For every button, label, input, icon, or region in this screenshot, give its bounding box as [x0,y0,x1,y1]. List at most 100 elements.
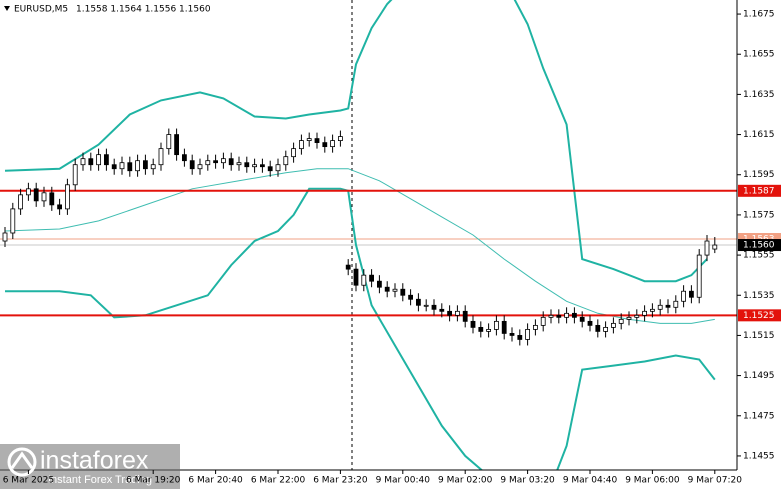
lower-band [5,187,716,470]
logo-ring [7,447,37,477]
candle-body [408,294,414,300]
x-tick-label: 9 Mar 07:20 [688,476,743,486]
plot-area [0,0,737,470]
candle-body [665,304,671,308]
x-tick-label: 9 Mar 00:40 [376,476,431,486]
watermark: instaforex Instant Forex Trading [0,444,180,489]
x-tick-label: 6 Mar 2025 [3,476,54,486]
candle-body [595,324,601,332]
tagline: Instant Forex Trading [48,474,152,486]
candle-body [18,194,24,210]
candle-body [306,138,312,141]
candle-body [174,134,180,156]
chart-title: EURUSD,M5 [14,5,68,15]
candle-body [376,280,382,288]
candle-body [119,162,125,170]
candle-body [634,314,640,318]
candle-body [244,162,250,168]
candle-body [611,322,616,328]
candle-body [205,160,211,166]
candle-body [657,304,663,310]
candle-body [462,310,468,322]
candle-body [142,160,148,170]
upper-band [4,0,708,283]
candle-body [111,164,117,170]
candle-body [41,192,47,202]
y-tick-label: 1.1455 [743,451,775,461]
candle-body [220,158,226,164]
candle-body [673,300,679,308]
candle-body [104,154,109,166]
candle-body [447,310,453,316]
candle-body [291,148,297,158]
x-tick-label: 6 Mar 19:20 [126,476,181,486]
price-box [738,239,781,252]
logo-mark [10,451,34,469]
candle-body [384,286,390,292]
level-box [738,309,781,322]
candle-body [681,290,686,302]
candle-body [454,310,460,316]
candle-body [478,326,484,332]
candle-body [197,164,203,170]
candle-body [361,274,367,286]
y-tick-label: 1.1495 [743,371,775,381]
candle-body [486,329,492,332]
x-tick-label: 6 Mar 22:00 [251,476,306,486]
overlay: EURUSD,M5 1.1558 1.1564 1.1556 1.1560 [4,5,211,15]
y-tick-label: 1.1575 [743,210,775,220]
candle-body [80,158,86,166]
level-box [738,184,781,197]
candle-body [150,164,156,170]
candle-body [267,166,273,172]
candle-body [213,160,219,164]
x-tick-label: 9 Mar 03:20 [500,476,555,486]
candle-body [642,310,647,316]
y-tick-label: 1.1675 [743,10,775,20]
candle-body [369,274,375,282]
candle-body [525,329,530,340]
candle-body [423,304,429,307]
candle-body [252,164,258,168]
candle-body [275,164,281,172]
candle-body [25,188,31,196]
candle-body [392,288,398,292]
candle-body [2,232,8,242]
candle-body [626,316,632,320]
y-tick-label: 1.1655 [743,50,775,60]
candle-body [158,148,164,166]
price-label: 1.1560 [743,241,775,251]
candle-body [650,308,655,312]
menu-arrow [4,6,10,11]
candle-body [431,304,437,310]
candle-body [564,312,569,318]
candle-body [439,308,445,312]
candle-body [96,154,101,166]
candle-body [533,324,538,330]
y-tick-label: 1.1515 [743,331,775,341]
x-tick-label: 9 Mar 02:00 [438,476,493,486]
candle-body [603,326,608,332]
candle-body [33,188,39,202]
moving-average [4,168,715,324]
level-label: 1.1587 [743,186,775,196]
brand: instaforex [40,447,149,475]
level-label: 1.1525 [743,311,775,321]
candle-body [88,158,94,166]
candle-body [689,290,694,298]
candle-body [493,320,499,330]
y-tick-label: 1.1475 [743,411,775,421]
candle-body [587,320,593,326]
candle-body [166,134,172,150]
candle-body [337,136,343,141]
candle-body [65,184,70,210]
candle-body [501,320,507,334]
candle-body [298,140,304,150]
candle-body [345,264,351,270]
candle-body [181,154,187,162]
candle-body [517,335,523,340]
x-tick-label: 9 Mar 04:40 [563,476,618,486]
candle-body [400,288,406,296]
candle-body [548,314,554,318]
